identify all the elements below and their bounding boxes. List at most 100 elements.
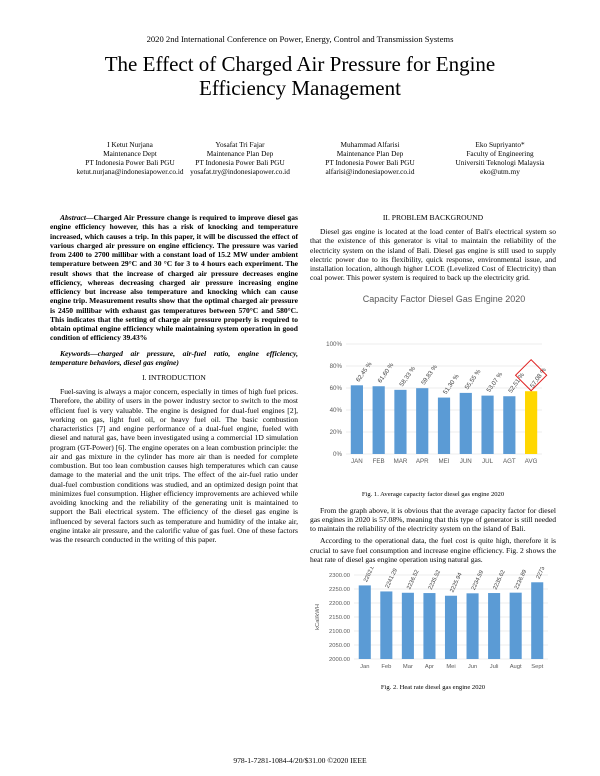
y-tick-label: 40% bbox=[330, 407, 343, 414]
bar bbox=[509, 592, 522, 659]
author-dept: Faculty of Engineering bbox=[466, 149, 534, 158]
keywords: Keywords—charged air pressure, air-fuel … bbox=[50, 349, 298, 368]
y-tick-label: 2200.00 bbox=[329, 601, 350, 607]
x-tick-label: JUN bbox=[460, 458, 472, 465]
y-tick-label: 2300.00 bbox=[329, 573, 350, 579]
author-name: Muhammad Alfarisi bbox=[340, 140, 400, 149]
bar bbox=[423, 593, 436, 659]
keywords-label: Keywords— bbox=[60, 348, 98, 358]
bar bbox=[372, 385, 385, 454]
author-org: PT Indonesia Power Bali PGU bbox=[195, 158, 285, 167]
x-tick-label: JUL bbox=[482, 458, 494, 465]
x-tick-label: AGT bbox=[503, 458, 516, 465]
y-axis-label: kCal/kWH bbox=[315, 604, 321, 630]
value-label: 2225.94 bbox=[449, 571, 464, 593]
bar bbox=[401, 592, 414, 659]
paragraph: Diesel gas engine is located at the load… bbox=[310, 227, 556, 283]
bar bbox=[481, 395, 494, 454]
author-email: yosafat.try@indonesiapower.co.id bbox=[190, 167, 290, 176]
y-tick-label: 20% bbox=[330, 429, 343, 436]
abstract-text: Charged Air Pressure change is required … bbox=[50, 213, 298, 343]
author: I Ketut Nurjana Maintenance Dept PT Indone… bbox=[66, 140, 194, 176]
bar bbox=[525, 390, 538, 454]
x-tick-label: Jun bbox=[468, 664, 477, 670]
author-name: I Ketut Nurjana bbox=[107, 140, 153, 149]
x-tick-label: Jan bbox=[360, 664, 369, 670]
author-dept: Maintenance Plan Dep bbox=[336, 149, 404, 158]
y-tick-label: 2000.00 bbox=[329, 657, 350, 663]
bar bbox=[358, 585, 371, 659]
bar bbox=[444, 595, 458, 659]
x-tick-label: Apr bbox=[425, 664, 434, 670]
chart-title: Capacity Factor Diesel Gas Engine 2020 bbox=[363, 294, 526, 304]
value-label: 51,30 % bbox=[442, 372, 461, 395]
paragraph: According to the operational data, the f… bbox=[310, 536, 556, 564]
chart: Capacity Factor Diesel Gas Engine 2020 0%… bbox=[326, 294, 548, 465]
section-heading: I. INTRODUCTION bbox=[142, 373, 206, 382]
author-name: Eko Supriyanto* bbox=[475, 140, 525, 149]
author-dept: Maintenance Plan Dep bbox=[206, 149, 274, 158]
value-label: 59,83 % bbox=[420, 363, 439, 386]
author: Eko Supriyanto* Faculty of Engineering Uni… bbox=[436, 140, 564, 176]
y-tick-label: 0% bbox=[333, 451, 342, 458]
bar bbox=[503, 395, 516, 454]
author: Muhammad Alfarisi Maintenance Plan Dep PT … bbox=[306, 140, 434, 176]
bar bbox=[437, 397, 451, 454]
value-label: 2236.52 bbox=[406, 569, 420, 591]
value-label: 57,08 % bbox=[529, 366, 548, 389]
chart: kCal/kWH 2000.00 2050.00 2100.00 2150.00 2200… bbox=[315, 559, 550, 670]
x-tick-label: AVG bbox=[525, 458, 538, 465]
x-tick-label: Juli bbox=[490, 664, 499, 670]
abstract: Abstract—Charged Air Pressure change is … bbox=[50, 213, 298, 343]
value-label: 2236.89 bbox=[514, 569, 528, 591]
bar bbox=[531, 582, 544, 659]
bar bbox=[488, 593, 501, 659]
y-tick-label: 100% bbox=[326, 341, 342, 348]
author-email: eko@utm.my bbox=[480, 167, 520, 176]
y-tick-label: 80% bbox=[330, 363, 343, 370]
figure-caption: Fig. 2. Heat rate diesel gas engine 2020 bbox=[380, 684, 486, 691]
figure-caption: Fig. 1. Average capacity factor diesel g… bbox=[361, 490, 505, 498]
author-org: PT Indonesia Power Bali PGU bbox=[325, 158, 415, 167]
value-label: 2235.52 bbox=[428, 569, 442, 591]
bar bbox=[380, 591, 393, 659]
value-label: 2235.62 bbox=[492, 569, 506, 591]
value-label: 55,55 % bbox=[464, 368, 483, 391]
bar bbox=[466, 593, 479, 659]
author-name: Yosafat Tri Fajar bbox=[215, 140, 265, 149]
bar bbox=[416, 387, 429, 454]
y-tick-label: 2150.00 bbox=[329, 615, 350, 621]
paragraph: From the graph above, it is obvious that… bbox=[310, 505, 556, 534]
x-tick-label: MAR bbox=[394, 458, 408, 465]
author-org: Universiti Teknologi Malaysia bbox=[455, 158, 545, 167]
footer: 978-1-7281-1084-4/20/$31.00 ©2020 IEEE bbox=[233, 756, 367, 765]
value-label: 62,45 % bbox=[355, 360, 374, 383]
author: Yosafat Tri Fajar Maintenance Plan Dep PT … bbox=[176, 140, 304, 176]
keywords-text: charged air pressure, air-fuel ratio, en… bbox=[50, 348, 298, 367]
left-column: Abstract—Charged Air Pressure change is … bbox=[50, 213, 298, 547]
author-email: alfarisi@indonesiapower.co.id bbox=[325, 167, 415, 176]
y-tick-label: 2100.00 bbox=[329, 629, 350, 635]
value-label: 2241.29 bbox=[385, 568, 399, 590]
x-tick-label: Mei bbox=[446, 664, 455, 670]
y-tick-label: 2050.00 bbox=[329, 643, 350, 649]
conference: 2020 2nd International Conference on Pow… bbox=[146, 34, 454, 44]
bar bbox=[394, 389, 407, 454]
x-tick-label: APR bbox=[416, 458, 429, 465]
x-tick-label: FEB bbox=[373, 458, 385, 465]
value-label: 2273.99 bbox=[536, 567, 550, 580]
highlight-box bbox=[514, 358, 548, 391]
abstract-label: Abstract— bbox=[60, 213, 94, 222]
y-tick-label: 60% bbox=[330, 385, 343, 392]
right-column: II. PROBLEM BACKGROUND Diesel gas engine… bbox=[310, 213, 556, 691]
author-email: ketut.nurjana@indonesiapower.co.id bbox=[76, 167, 184, 176]
x-tick-label: Feb bbox=[381, 664, 391, 670]
paragraph: Fuel-saving is always a major concern, e… bbox=[50, 387, 298, 544]
x-tick-label: Mar bbox=[403, 664, 413, 670]
y-tick-label: 2250.00 bbox=[329, 587, 350, 593]
x-tick-label: Augt bbox=[510, 664, 522, 670]
value-label: 58,33 % bbox=[398, 364, 417, 387]
value-label: 61,60 % bbox=[377, 361, 396, 384]
bar bbox=[350, 384, 363, 454]
